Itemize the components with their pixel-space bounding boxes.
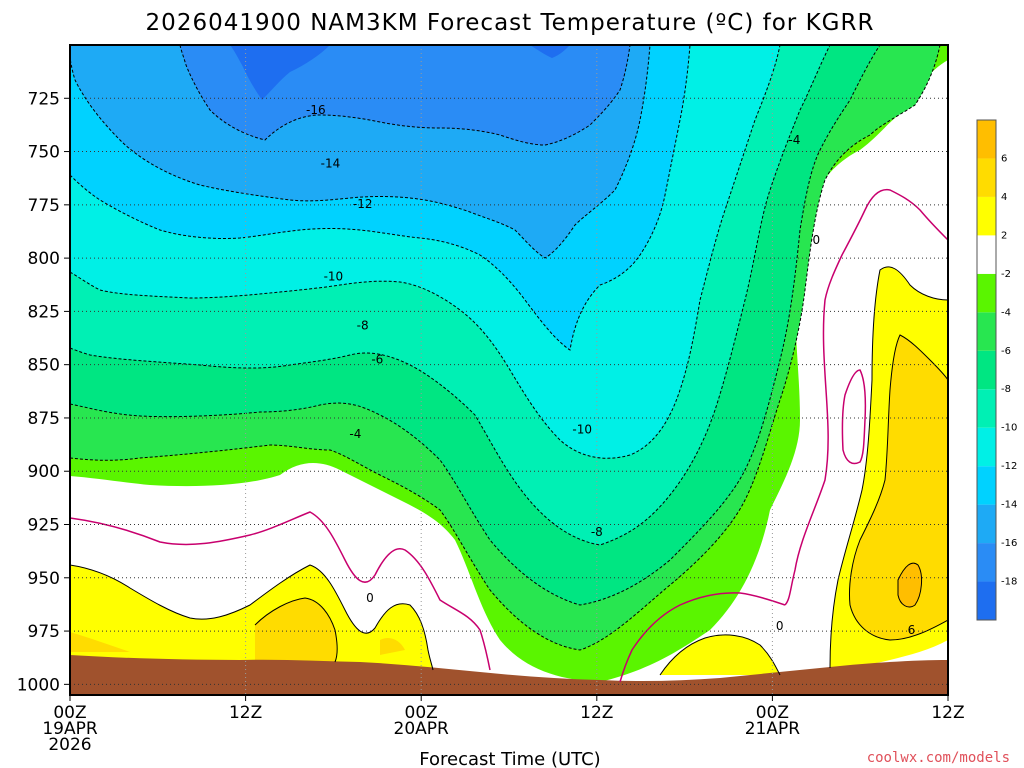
colorbar-label: 6 xyxy=(1001,153,1007,164)
contour-label: -10 xyxy=(324,269,344,283)
x-axis-label: Forecast Time (UTC) xyxy=(419,749,600,768)
contour-label: 6 xyxy=(908,623,916,637)
y-tick-label: 950 xyxy=(28,569,60,589)
plot-border xyxy=(69,44,949,696)
ground xyxy=(70,655,948,695)
y-tick-label: 1000 xyxy=(17,675,60,695)
band-4-to-6-left-b xyxy=(70,632,130,652)
plot-area xyxy=(70,45,948,695)
contour-label: -6 xyxy=(371,352,383,366)
y-tick-label: 925 xyxy=(28,516,60,536)
credit-text: coolwx.com/models xyxy=(867,750,1010,766)
y-tick-label: 875 xyxy=(28,409,60,429)
contour-label: 0 xyxy=(366,591,374,605)
colorbar-label: -12 xyxy=(1001,461,1017,472)
contour-label: -14 xyxy=(321,156,341,170)
x-tick-label: 19APR xyxy=(42,719,98,739)
x-tick-label: 20APR xyxy=(394,719,450,739)
zero-contours xyxy=(70,188,948,683)
y-tick-label: 850 xyxy=(28,356,60,376)
positive-contours xyxy=(70,266,948,676)
contour-labels: -16 -14 -12 -10 -8 -6 -4 -10 -8 -4 0 0 0 6 xyxy=(306,103,916,637)
band-minus20-to-minus18 xyxy=(230,45,330,100)
colorbar-swatch xyxy=(977,581,996,620)
colorbar-label: -4 xyxy=(1001,307,1011,318)
colorbar-swatch xyxy=(977,504,996,544)
colorbar: -18 -16 -14 -12 -10 -8 -6 -4 -2 2 4 6 xyxy=(976,119,1017,621)
band-2-to-4-mid xyxy=(660,634,780,675)
colorbar-label: -8 xyxy=(1001,384,1011,395)
x-tick-label: 12Z xyxy=(229,703,262,723)
contour-label: -8 xyxy=(591,525,603,539)
colorbar-swatch xyxy=(977,196,996,236)
band-6-to-8-right xyxy=(898,563,922,607)
contour-label: -10 xyxy=(572,423,592,437)
colorbar-label: -18 xyxy=(1001,577,1017,588)
contour-label: 0 xyxy=(812,233,820,247)
band-minus20-to-minus18-b xyxy=(530,45,570,58)
colorbar-border xyxy=(976,119,997,621)
colorbar-swatch xyxy=(977,312,996,351)
contour-label: -12 xyxy=(353,197,373,211)
y-tick-label: 725 xyxy=(28,89,60,109)
band-4-to-6-left xyxy=(255,598,338,662)
y-axis: 725 750 775 800 825 850 875 900 925 950 975 1000 xyxy=(17,89,70,695)
colorbar-label: 4 xyxy=(1001,192,1007,203)
colorbar-label: -16 xyxy=(1001,538,1017,549)
y-tick-label: 900 xyxy=(28,462,60,482)
colorbar-label: -10 xyxy=(1001,423,1017,434)
chart-title: 2026041900 NAM3KM Forecast Temperature (… xyxy=(146,10,875,36)
x-tick-label: 00Z xyxy=(405,703,438,723)
band-4-to-6-right xyxy=(849,335,948,640)
colorbar-swatch xyxy=(977,350,996,390)
colorbar-swatch xyxy=(977,120,996,159)
y-tick-label: 975 xyxy=(28,622,60,642)
colorbar-swatch xyxy=(977,273,996,313)
band-4-to-6-left-c xyxy=(380,638,405,655)
band-2-to-4-left xyxy=(70,565,433,670)
contour-label: -8 xyxy=(357,318,369,332)
x-tick-label: 00Z xyxy=(53,703,86,723)
colorbar-swatch xyxy=(977,235,996,274)
colorbar-swatch xyxy=(977,427,996,467)
contour-label: -4 xyxy=(788,133,800,147)
colorbar-swatch xyxy=(977,389,996,428)
y-tick-label: 775 xyxy=(28,196,60,216)
plot-gridlines xyxy=(70,45,948,695)
y-tick-label: 825 xyxy=(28,302,60,322)
x-tick-label: 21APR xyxy=(745,719,801,739)
y-tick-label: 800 xyxy=(28,249,60,269)
x-tick-label: 12Z xyxy=(580,703,613,723)
colorbar-label: -6 xyxy=(1001,346,1011,357)
colorbar-label: -2 xyxy=(1001,269,1011,280)
contour-label: -16 xyxy=(306,103,326,117)
x-tick-label: 12Z xyxy=(931,703,964,723)
colorbar-swatch xyxy=(977,158,996,197)
x-tick-label: 00Z xyxy=(756,703,789,723)
colorbar-swatch xyxy=(977,543,996,582)
colorbar-label: -14 xyxy=(1001,500,1017,511)
y-tick-label: 750 xyxy=(28,143,60,163)
x-tick-label: 2026 xyxy=(48,735,91,755)
colorbar-label: 2 xyxy=(1001,230,1007,241)
colorbar-swatch xyxy=(977,466,996,505)
contour-label: 0 xyxy=(776,619,784,633)
contour-label: -4 xyxy=(349,427,361,441)
negative-contours xyxy=(70,45,941,651)
